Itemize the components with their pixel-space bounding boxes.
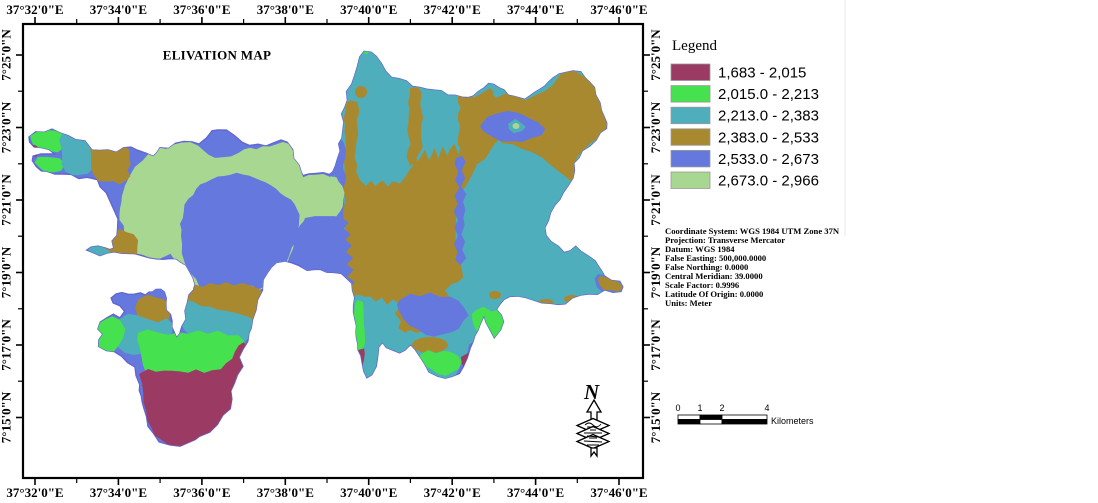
svg-text:37°42'0"E: 37°42'0"E	[424, 2, 481, 17]
svg-text:37°40'0"E: 37°40'0"E	[340, 485, 397, 500]
svg-text:Kilometers: Kilometers	[771, 416, 814, 426]
svg-text:7°25'0"N: 7°25'0"N	[0, 29, 14, 81]
svg-text:Scale Factor: 0.9996: Scale Factor: 0.9996	[665, 280, 740, 290]
svg-text:2,533.0 - 2,673: 2,533.0 - 2,673	[718, 151, 819, 168]
svg-text:Units: Meter: Units: Meter	[665, 298, 712, 308]
svg-text:7°17'0"N: 7°17'0"N	[0, 319, 14, 371]
svg-text:1,683 - 2,015: 1,683 - 2,015	[718, 65, 806, 82]
svg-text:0: 0	[675, 403, 680, 413]
svg-text:7°19'0"N: 7°19'0"N	[0, 246, 14, 298]
svg-text:37°44'0"E: 37°44'0"E	[507, 2, 564, 17]
svg-text:37°42'0"E: 37°42'0"E	[424, 485, 481, 500]
svg-text:Datum: WGS 1984: Datum: WGS 1984	[665, 244, 735, 254]
svg-text:N: N	[583, 380, 600, 404]
svg-text:Legend: Legend	[672, 38, 717, 54]
svg-text:7°23'0"N: 7°23'0"N	[648, 101, 663, 153]
svg-text:Latitude Of Origin: 0.0000: Latitude Of Origin: 0.0000	[665, 289, 763, 299]
svg-text:7°21'0"N: 7°21'0"N	[648, 174, 663, 226]
svg-text:Coordinate System: WGS 1984 UT: Coordinate System: WGS 1984 UTM Zone 37N	[665, 226, 840, 236]
svg-text:2,383.0 - 2,533: 2,383.0 - 2,533	[718, 129, 819, 146]
svg-text:37°38'0"E: 37°38'0"E	[257, 2, 314, 17]
svg-text:37°36'0"E: 37°36'0"E	[173, 485, 230, 500]
svg-text:7°15'0"N: 7°15'0"N	[648, 391, 663, 443]
svg-text:2: 2	[719, 403, 724, 413]
svg-text:7°23'0"N: 7°23'0"N	[0, 101, 14, 153]
svg-text:4: 4	[764, 403, 769, 413]
svg-text:37°46'0"E: 37°46'0"E	[590, 2, 647, 17]
svg-text:Central Meridian: 39.0000: Central Meridian: 39.0000	[665, 271, 763, 281]
svg-text:37°32'0"E: 37°32'0"E	[6, 485, 63, 500]
svg-text:2,673.0 - 2,966: 2,673.0 - 2,966	[718, 173, 819, 190]
svg-text:37°34'0"E: 37°34'0"E	[90, 2, 147, 17]
svg-text:37°32'0"E: 37°32'0"E	[6, 2, 63, 17]
svg-text:2,213.0 - 2,383: 2,213.0 - 2,383	[718, 108, 819, 125]
svg-text:False Easting: 500,000.0000: False Easting: 500,000.0000	[665, 253, 766, 263]
svg-text:37°40'0"E: 37°40'0"E	[340, 2, 397, 17]
svg-text:37°44'0"E: 37°44'0"E	[507, 485, 564, 500]
svg-text:7°25'0"N: 7°25'0"N	[648, 29, 663, 81]
svg-text:1: 1	[697, 403, 702, 413]
svg-text:Projection: Transverse Mercato: Projection: Transverse Mercator	[665, 235, 785, 245]
svg-text:37°36'0"E: 37°36'0"E	[173, 2, 230, 17]
svg-text:7°21'0"N: 7°21'0"N	[0, 174, 14, 226]
svg-text:7°17'0"N: 7°17'0"N	[648, 319, 663, 371]
svg-text:37°38'0"E: 37°38'0"E	[257, 485, 314, 500]
svg-text:7°15'0"N: 7°15'0"N	[0, 391, 14, 443]
svg-text:False Northing: 0.0000: False Northing: 0.0000	[665, 262, 748, 272]
svg-text:37°34'0"E: 37°34'0"E	[90, 485, 147, 500]
svg-text:37°46'0"E: 37°46'0"E	[590, 485, 647, 500]
svg-text:7°19'0"N: 7°19'0"N	[648, 246, 663, 298]
svg-text:ELIVATION MAP: ELIVATION MAP	[163, 48, 272, 63]
svg-text:2,015.0 - 2,213: 2,015.0 - 2,213	[718, 86, 819, 103]
